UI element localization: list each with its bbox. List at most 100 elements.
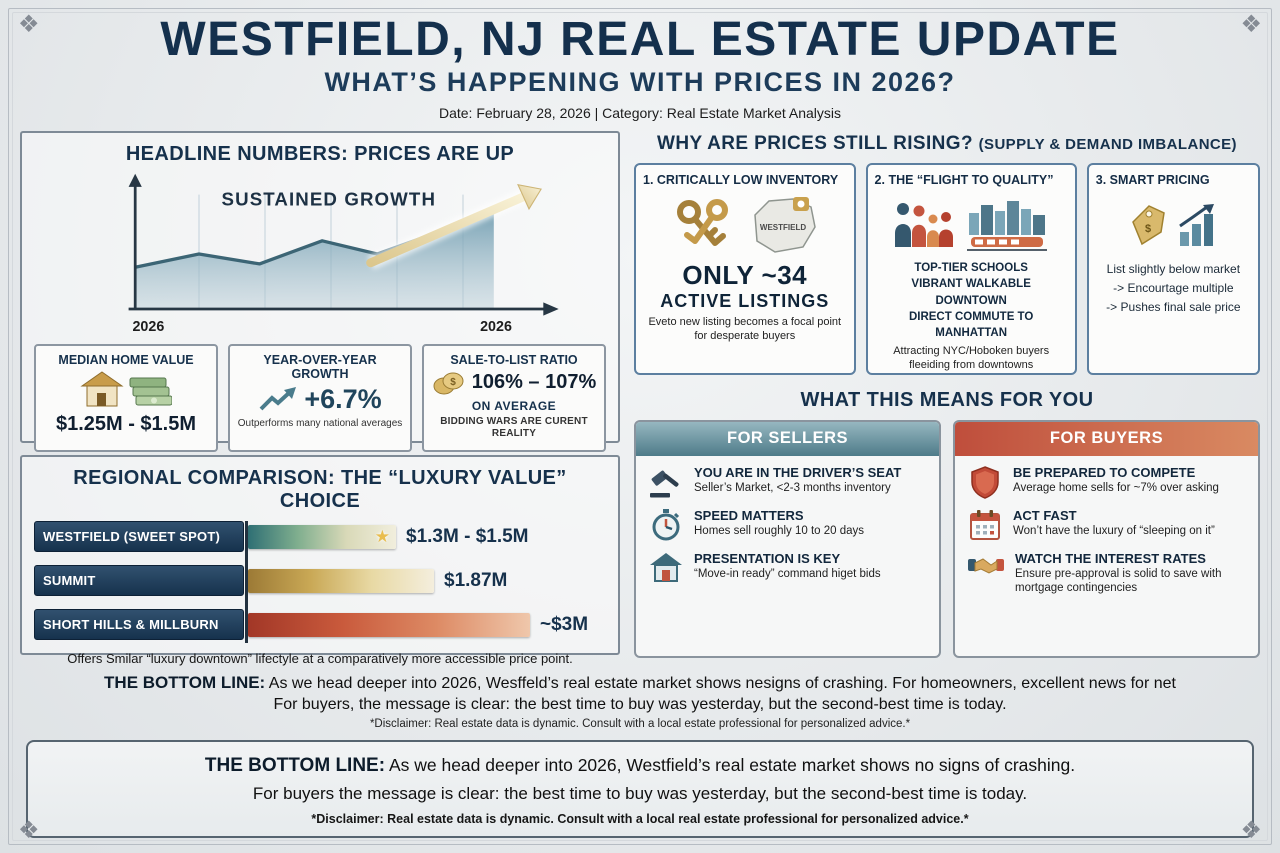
for-sellers-header: FOR SELLERS	[636, 421, 939, 456]
right-column: WHY ARE PRICES STILL RISING? (SUPPLY & D…	[634, 131, 1260, 661]
card-low-inventory: 1. CRITICALLY LOW INVENTORY	[634, 162, 856, 375]
calendar-icon	[970, 509, 1000, 540]
bar-row-westfield: WESTFIELD (SWEET SPOT) ★ $1.3M - $1.5M	[34, 521, 606, 553]
for-buyers-card: FOR BUYERS BE PREPARED TO COMPETE Averag…	[953, 419, 1260, 658]
dollar-glyph: $	[450, 377, 456, 388]
stat-sale-to-list: SALE-TO-LIST RATIO $ 106% – 107% ON AVER…	[422, 343, 606, 452]
stat-median-home-value: MEDIAN HOME VALUE $1.	[34, 343, 218, 452]
card-caption: Eveto new listing becomes a focal point …	[648, 316, 842, 343]
bottom-line-label: THE BOTTOM LINE:	[204, 754, 386, 776]
inventory-count: ONLY ~34	[682, 260, 808, 291]
bottom-line-text: As we head deeper into 2026, Wesffeld’s …	[268, 674, 1176, 692]
seller-item-presentation: PRESENTATION IS KEY “Move-in ready” comm…	[636, 542, 939, 583]
means-cards-row: FOR SELLERS YOU ARE IN THE DRIVER’S SEAT	[634, 419, 1260, 658]
stat-label: MEDIAN HOME VALUE	[58, 352, 194, 367]
shield-icon	[971, 466, 999, 499]
page-subtitle: WHAT’S HAPPENING WITH PRICES IN 2026?	[324, 66, 956, 97]
card-title: 3. SMART PRICING	[1095, 172, 1210, 187]
stat-value: $1.25M - $1.5M	[55, 412, 197, 435]
disclaimer-text: *Disclaimer: Real estate data is dynamic…	[311, 811, 969, 826]
stat-yoy-growth: YEAR-OVER-YEAR GROWTH +6.7% Outperforms …	[228, 343, 412, 452]
price-trend-chart: SUSTAINED GROWTH 2026 2026	[34, 170, 606, 338]
map-label: WESTFIELD	[760, 223, 806, 232]
bar-value: $1.3M - $1.5M	[406, 525, 529, 547]
item-title: YOU ARE IN THE DRIVER’S SEAT	[694, 464, 902, 480]
stat-value: 106% – 107%	[471, 371, 597, 394]
bottom-line-box: THE BOTTOM LINE: As we head deeper into …	[26, 739, 1254, 838]
for-buyers-header: FOR BUYERS	[955, 421, 1258, 456]
stat-label: SALE-TO-LIST RATIO	[450, 352, 578, 367]
family-icon	[895, 203, 954, 248]
gavel-icon	[650, 470, 679, 498]
stat-subvalue: ON AVERAGE	[471, 398, 557, 413]
keys-icon	[676, 199, 728, 247]
disclaimer-text: *Disclaimer: Real estate data is dynamic…	[369, 717, 911, 730]
handshake-icon	[968, 558, 1004, 574]
corner-ornament-icon: ❖	[18, 11, 40, 38]
buyer-item-interest-rates: WATCH THE INTEREST RATES Ensure pre-appr…	[955, 542, 1258, 596]
item-title: WATCH THE INTEREST RATES	[1015, 550, 1206, 566]
bar-summit	[248, 568, 434, 593]
bottom-line-summary: THE BOTTOM LINE: As we head deeper into …	[30, 673, 1250, 730]
page-title: WESTFIELD, NJ REAL ESTATE UPDATE	[160, 13, 1120, 66]
bar-westfield: ★	[248, 524, 396, 549]
card-title: 2. THE “FLIGHT TO QUALITY”	[874, 172, 1054, 187]
corner-ornament-icon: ❖	[1240, 11, 1262, 38]
regional-bar-chart: WESTFIELD (SWEET SPOT) ★ $1.3M - $1.5M S…	[34, 520, 606, 643]
item-desc: Seller’s Market, <2-3 months inventory	[694, 481, 891, 494]
bar-value: ~$3M	[540, 613, 589, 635]
growth-arrow-icon	[259, 387, 297, 411]
buyer-item-compete: BE PREPARED TO COMPETE Average home sell…	[955, 456, 1258, 499]
pricing-line: List slightly below market	[1106, 262, 1241, 277]
card-flight-to-quality: 2. THE “FLIGHT TO QUALITY”	[865, 162, 1077, 375]
stat-caption: Outperforms many national averages	[237, 417, 403, 429]
bottom-line-label: THE BOTTOM LINE:	[104, 672, 266, 692]
why-rising-title-main: WHY ARE PRICES STILL RISING?	[657, 132, 973, 154]
bar-short-hills	[248, 612, 530, 637]
corner-ornament-icon: ❖	[18, 817, 40, 844]
item-title: SPEED MATTERS	[694, 507, 804, 523]
item-desc: Ensure pre-approval is solid to save wit…	[1015, 567, 1222, 595]
inventory-count-sub: ACTIVE LISTINGS	[660, 291, 830, 312]
westfield-map-icon: WESTFIELD	[753, 197, 816, 254]
regional-comparison-section: REGIONAL COMPARISON: THE “LUXURY VALUE” …	[20, 454, 620, 666]
item-title: PRESENTATION IS KEY	[694, 550, 841, 566]
house-icon	[650, 552, 682, 582]
card-title: 1. CRITICALLY LOW INVENTORY	[643, 172, 839, 187]
buyer-item-act-fast: ACT FAST Won’t have the luxury of “sleep…	[955, 499, 1258, 542]
item-desc: Homes sell roughly 10 to 20 days	[694, 524, 865, 537]
why-rising-title: WHY ARE PRICES STILL RISING? (SUPPLY & D…	[634, 133, 1260, 155]
header: WESTFIELD, NJ REAL ESTATE UPDATE WHAT’S …	[0, 0, 1280, 121]
bar-label: WESTFIELD (SWEET SPOT)	[34, 521, 244, 553]
stat-label: YEAR-OVER-YEAR GROWTH	[263, 352, 377, 381]
coins-icon: $	[433, 372, 464, 395]
for-sellers-card: FOR SELLERS YOU ARE IN THE DRIVER’S SEAT	[634, 419, 941, 658]
bottom-line-text-2: For buyers, the message is clear: the be…	[273, 695, 1007, 713]
quality-line: VIBRANT WALKABLE DOWNTOWN	[911, 278, 1031, 307]
seller-item-speed: SPEED MATTERS Homes sell roughly 10 to 2…	[636, 499, 939, 542]
main-content: HEADLINE NUMBERS: PRICES ARE UP	[0, 130, 1280, 666]
stat-value: +6.7%	[304, 383, 382, 414]
corner-ornament-icon: ❖	[1240, 817, 1262, 844]
x-axis-start-label: 2026	[132, 319, 164, 335]
city-train-icon	[967, 201, 1048, 252]
pricing-line: -> Pushes final sale price	[1106, 299, 1241, 314]
rising-bars-icon	[1179, 204, 1215, 247]
stat-cards-row: MEDIAN HOME VALUE $1.	[34, 343, 606, 452]
bar-label: SUMMIT	[34, 565, 244, 597]
stopwatch-icon	[652, 508, 680, 541]
regional-caption: Offers Smilar “luxury downtown” lifectyl…	[67, 650, 573, 666]
stat-caption: BIDDING WARS ARE CURENT REALITY	[440, 415, 588, 439]
star-icon: ★	[374, 526, 390, 546]
item-title: ACT FAST	[1013, 507, 1077, 523]
bar-row-short-hills: SHORT HILLS & MILLBURN ~$3M	[34, 609, 606, 641]
why-cards-row: 1. CRITICALLY LOW INVENTORY	[634, 162, 1260, 375]
quality-line: TOP-TIER SCHOOLS	[914, 262, 1028, 275]
item-title: BE PREPARED TO COMPETE	[1013, 464, 1196, 480]
date-category-line: Date: February 28, 2026 | Category: Real…	[438, 104, 842, 121]
dollar-glyph: $	[1145, 223, 1151, 235]
bar-value: $1.87M	[444, 569, 508, 591]
item-desc: Average home sells for ~7% over asking	[1013, 481, 1219, 494]
house-cash-icon	[80, 371, 172, 407]
